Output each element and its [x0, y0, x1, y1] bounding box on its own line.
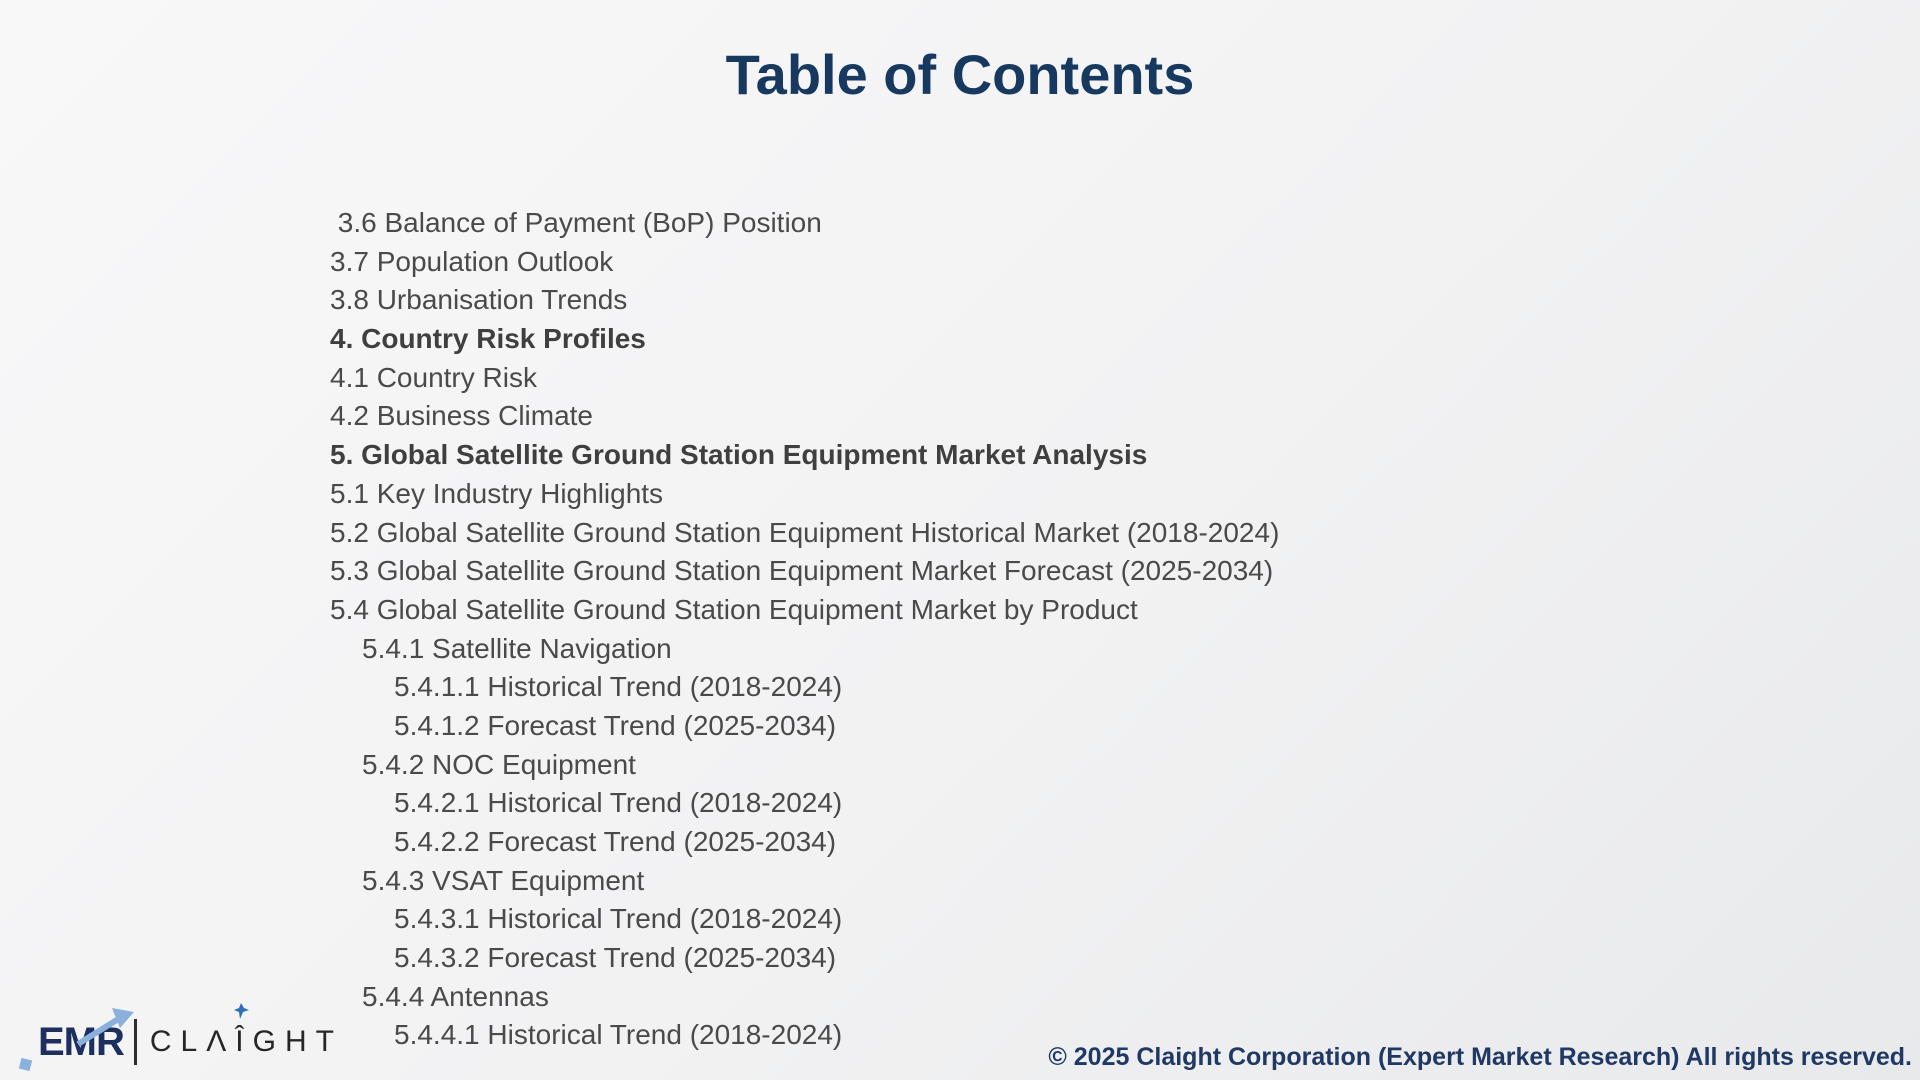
- claight-text-a: CLΛ: [149, 1025, 236, 1058]
- logo-divider: [133, 1019, 137, 1065]
- claight-text-b: GHT: [252, 1025, 343, 1058]
- emr-logo-text: EMR: [38, 1019, 125, 1064]
- toc-item: 5.4.4 Antennas: [362, 980, 549, 1012]
- claight-logo-text: CLΛ Î GHT: [149, 1003, 343, 1059]
- toc-item: 5.4.3.2 Forecast Trend (2025-2034): [394, 942, 837, 974]
- toc-item: 3.7 Population Outlook: [330, 245, 614, 277]
- page-title: Table of Contents: [725, 43, 1195, 106]
- toc-item: 5.4.3.1 Historical Trend (2018-2024): [394, 903, 843, 935]
- toc-item: 5.2 Global Satellite Ground Station Equi…: [330, 516, 1280, 548]
- toc-item: 5.4.2.2 Forecast Trend (2025-2034): [394, 826, 837, 857]
- claight-text-i: Î: [234, 1003, 252, 1059]
- toc-item: 3.6 Balance of Payment (BoP) Position: [330, 207, 822, 238]
- toc-item: 5.4.4.1 Historical Trend (2018-2024): [394, 1019, 843, 1051]
- toc-item: 5.4.1.1 Historical Trend (2018-2024): [394, 671, 843, 703]
- copyright-notice: © 2025 Claight Corporation (Expert Marke…: [1048, 1043, 1912, 1071]
- toc-item: 4. Country Risk Profiles: [330, 323, 646, 355]
- toc-item: 5.1 Key Industry Highlights: [330, 477, 664, 509]
- toc-item: 5. Global Satellite Ground Station Equip…: [330, 439, 1148, 471]
- toc-item: 5.4.3 VSAT Equipment: [362, 864, 645, 896]
- toc-item: 5.4.1.2 Forecast Trend (2025-2034): [394, 709, 837, 741]
- toc-item: 5.3 Global Satellite Ground Station Equi…: [330, 555, 1274, 587]
- toc-item: 4.2 Business Climate: [330, 400, 594, 432]
- toc-item: 4.1 Country Risk: [330, 361, 537, 393]
- toc-item: 3.8 Urbanisation Trends: [330, 284, 628, 316]
- toc-item: 5.4.2 NOC Equipment: [362, 748, 636, 780]
- toc-list: 3.6 Balance of Payment (BoP) Position 3.7…: [330, 204, 1279, 1055]
- emr-logo: EMR: [26, 1007, 134, 1065]
- emr-claight-logo: EMR CLΛ Î GHT: [18, 1003, 343, 1072]
- toc-item: 5.4 Global Satellite Ground Station Equi…: [330, 593, 1138, 625]
- spark-icon: [234, 1003, 250, 1019]
- toc-item: 5.4.2.1 Historical Trend (2018-2024): [394, 787, 843, 819]
- toc-item: 5.4.1 Satellite Navigation: [362, 632, 672, 664]
